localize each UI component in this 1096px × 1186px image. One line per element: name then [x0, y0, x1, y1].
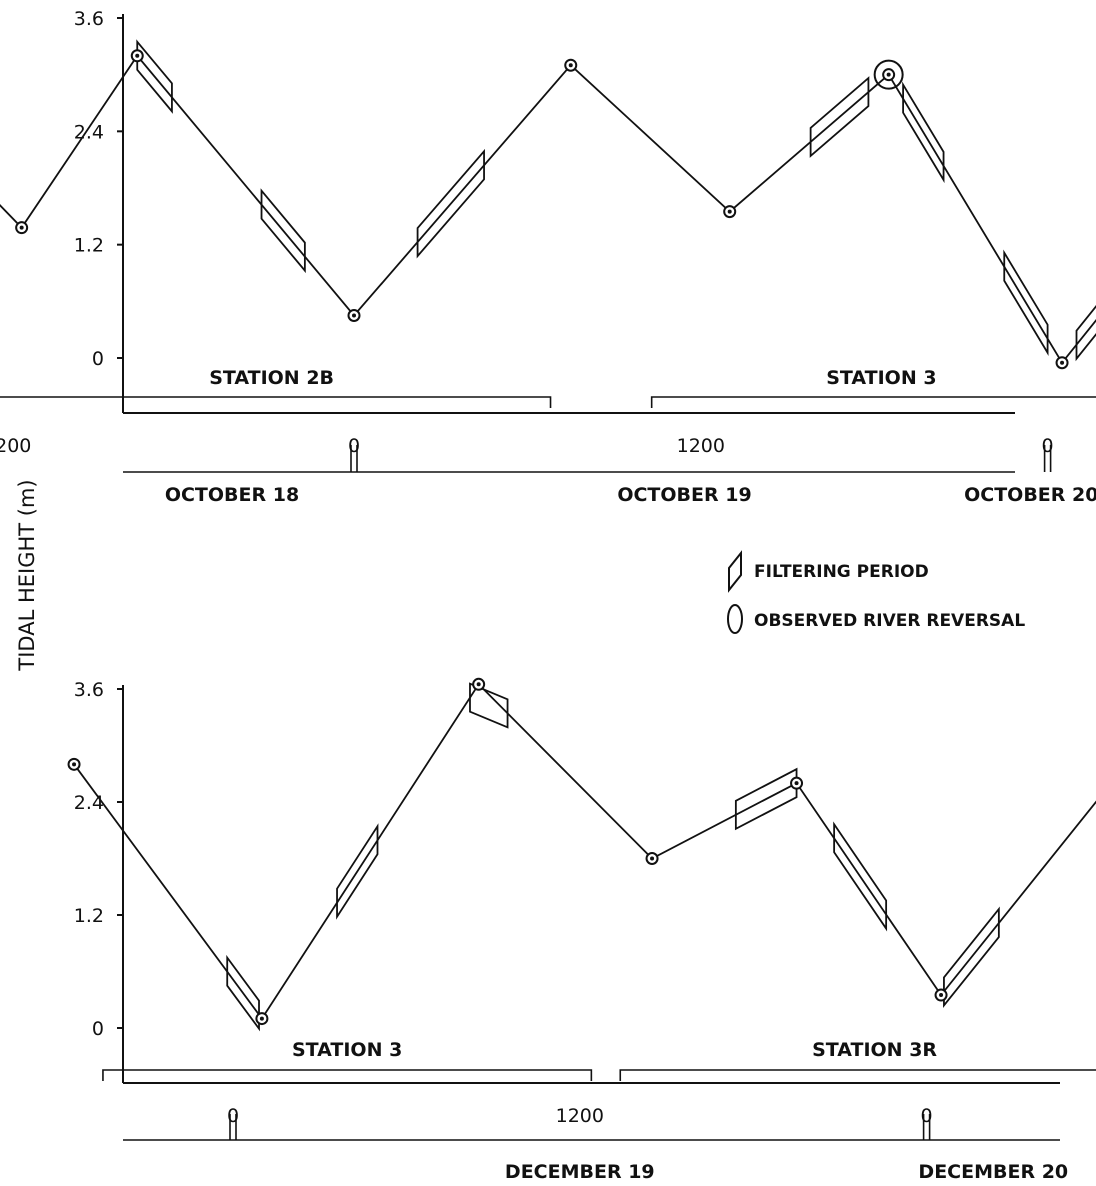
filtering-period-mark [809, 76, 870, 158]
y-tick-label: 2.4 [74, 121, 104, 143]
river-reversal-mark [873, 59, 904, 90]
filtering-period-mark [469, 682, 509, 729]
river-reversal-legend-label: OBSERVED RIVER REVERSAL [754, 611, 1025, 631]
time-tick-label: 1200 [677, 435, 725, 457]
station-bracket [619, 1069, 1096, 1081]
river-reversal-legend-icon [727, 604, 743, 634]
tide-extreme-dot [650, 856, 655, 861]
date-label: OCTOBER 20 [964, 484, 1096, 506]
date-label: OCTOBER 19 [617, 484, 751, 506]
station-label: STATION 3 [292, 1039, 402, 1061]
filtering-period-mark [260, 188, 306, 274]
filtering-period-mark [416, 148, 485, 259]
filtering-period-mark [833, 821, 888, 932]
station-label: STATION 3 [826, 367, 936, 389]
filtering-period-mark [902, 81, 945, 184]
filtering-period-mark [226, 954, 260, 1032]
y-tick-label: 0 [92, 348, 104, 370]
y-tick-label: 1.2 [74, 235, 104, 257]
tide-extreme-dot [886, 72, 891, 77]
date-label: DECEMBER 19 [505, 1161, 655, 1183]
date-label: OCTOBER 18 [165, 484, 299, 506]
time-tick-label: 0 [227, 1105, 239, 1127]
filtering-period-legend-icon [728, 550, 742, 593]
time-tick-label: 1200 [0, 435, 31, 457]
legend: FILTERING PERIOD OBSERVED RIVER REVERSAL [727, 550, 1025, 634]
y-tick-label: 2.4 [74, 792, 104, 814]
time-tick-label: 0 [348, 435, 360, 457]
tide-extreme-dot [259, 1016, 264, 1021]
tide-extreme-dot [135, 53, 140, 58]
y-tick-label: 3.6 [74, 679, 104, 701]
tide-extreme-dot [727, 209, 732, 214]
station-bracket [102, 1069, 593, 1081]
tide-extreme-dot [476, 682, 481, 687]
tide-extreme-dot [72, 762, 77, 767]
tide-extreme-dot [939, 993, 944, 998]
y-tick-label: 1.2 [74, 905, 104, 927]
filtering-period-mark [1003, 249, 1049, 356]
time-tick-label: 0 [921, 1105, 933, 1127]
station-label: STATION 2B [209, 367, 334, 389]
filtering-period-legend-label: FILTERING PERIOD [754, 562, 929, 582]
tide-extreme-dot [352, 313, 356, 318]
tide-extreme-dot [794, 781, 799, 786]
tide-extreme-dot [568, 63, 573, 68]
filtering-period-mark [1075, 304, 1096, 362]
filtering-period-mark [336, 823, 379, 920]
tide-extreme-dot [1060, 360, 1065, 365]
station-bracket [0, 396, 552, 408]
date-label: DECEMBER 20 [918, 1161, 1068, 1183]
y-tick-label: 0 [92, 1018, 104, 1040]
time-tick-label: 1200 [556, 1105, 604, 1127]
y-axis-label: TIDAL HEIGHT (m) [15, 479, 39, 671]
station-bracket [650, 396, 1096, 408]
y-tick-label: 3.6 [74, 8, 104, 30]
station-label: STATION 3R [812, 1039, 937, 1061]
time-tick-label: 0 [1042, 435, 1054, 457]
tide-extreme-dot [19, 225, 24, 230]
filtering-period-mark [734, 767, 798, 831]
